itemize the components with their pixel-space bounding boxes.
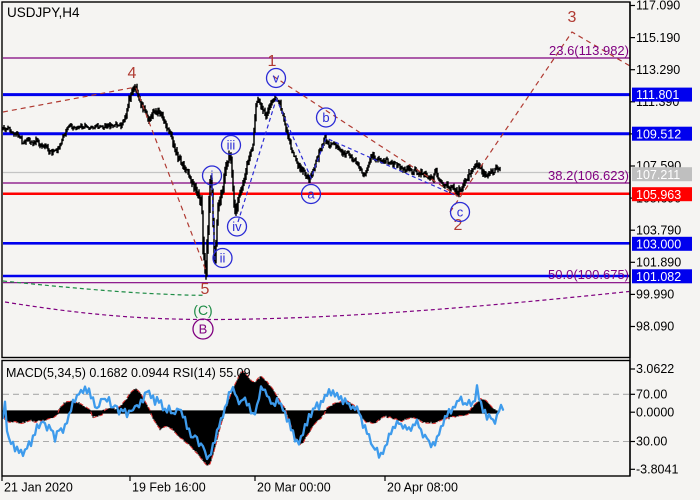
svg-text:21 Jan 2020: 21 Jan 2020: [4, 481, 73, 495]
svg-text:38.2(106.623): 38.2(106.623): [548, 168, 629, 183]
svg-text:1: 1: [268, 53, 277, 70]
svg-text:111.801: 111.801: [636, 88, 679, 102]
svg-text:113.290: 113.290: [636, 63, 680, 77]
svg-text:3.0622: 3.0622: [636, 362, 674, 376]
svg-text:i: i: [211, 168, 214, 183]
svg-text:101.082: 101.082: [636, 270, 681, 284]
svg-text:0.0000: 0.0000: [636, 405, 674, 419]
svg-text:117.090: 117.090: [636, 0, 680, 13]
svg-text:20 Mar 00:00: 20 Mar 00:00: [257, 481, 331, 495]
svg-text:99.990: 99.990: [636, 288, 674, 302]
svg-text:B: B: [199, 322, 208, 337]
svg-text:b: b: [322, 110, 329, 125]
svg-text:4: 4: [128, 65, 137, 82]
svg-text:23.6(113.982): 23.6(113.982): [549, 43, 629, 58]
svg-text:70.00: 70.00: [636, 388, 667, 402]
svg-text:115.190: 115.190: [636, 31, 680, 45]
svg-text:107.211: 107.211: [636, 168, 680, 182]
svg-text:USDJPY,H4: USDJPY,H4: [7, 5, 80, 20]
svg-text:ii: ii: [220, 251, 226, 266]
svg-text:98.090: 98.090: [636, 320, 674, 334]
svg-text:MACD(5,34,5) 0.1682 0.0944 RSI: MACD(5,34,5) 0.1682 0.0944 RSI(14) 55.09: [6, 366, 251, 380]
svg-text:103.790: 103.790: [636, 223, 681, 237]
svg-text:-3.8041: -3.8041: [636, 463, 678, 477]
svg-text:2: 2: [454, 217, 463, 234]
svg-text:50.0(100.675): 50.0(100.675): [548, 267, 629, 282]
svg-text:5: 5: [201, 281, 210, 298]
svg-text:c: c: [457, 205, 464, 220]
svg-text:109.512: 109.512: [636, 127, 681, 141]
svg-text:(C): (C): [193, 302, 212, 318]
svg-text:v: v: [273, 71, 280, 86]
svg-text:101.890: 101.890: [636, 256, 681, 270]
svg-text:3: 3: [568, 9, 577, 26]
svg-text:a: a: [307, 187, 315, 202]
svg-text:103.000: 103.000: [636, 237, 681, 251]
svg-text:20 Apr 08:00: 20 Apr 08:00: [387, 481, 458, 495]
svg-text:30.00: 30.00: [636, 435, 667, 449]
svg-text:iii: iii: [227, 138, 236, 153]
svg-text:105.963: 105.963: [636, 188, 681, 202]
svg-text:iv: iv: [232, 219, 242, 234]
svg-text:19 Feb 16:00: 19 Feb 16:00: [132, 481, 206, 495]
